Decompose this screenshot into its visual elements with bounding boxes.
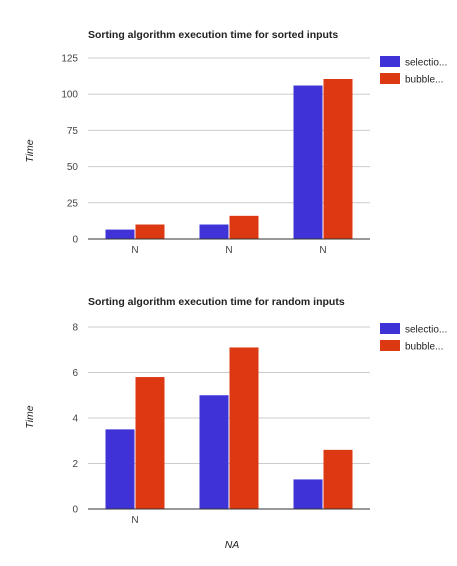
legend: selectio... bubble... xyxy=(380,323,447,353)
bar-selection xyxy=(293,479,323,509)
x-tick-label: N xyxy=(319,245,326,256)
chart-random-inputs: Sorting algorithm execution time for ran… xyxy=(0,283,457,566)
y-tick-label: 2 xyxy=(72,459,78,470)
bar-bubble xyxy=(135,377,165,509)
y-tick-label: 100 xyxy=(61,90,78,101)
y-tick-label: 8 xyxy=(72,323,78,334)
y-tick-label: 25 xyxy=(67,198,79,209)
bar-bubble xyxy=(323,449,353,509)
legend-label: bubble... xyxy=(405,342,443,353)
bar-selection xyxy=(105,229,135,239)
bar-bubble xyxy=(323,78,353,239)
y-tick-label: 4 xyxy=(72,414,78,425)
chart-random-svg: Sorting algorithm execution time for ran… xyxy=(24,296,447,551)
chart-sorted-svg: Sorting algorithm execution time for sor… xyxy=(24,29,447,256)
x-tick-label: N xyxy=(225,245,232,256)
x-tick-label: N xyxy=(131,245,138,256)
legend-swatch xyxy=(380,73,400,84)
y-tick-label: 50 xyxy=(67,162,79,173)
x-tick-label: N xyxy=(131,515,138,526)
legend-label: selectio... xyxy=(405,325,447,336)
y-tick-label: 0 xyxy=(72,235,78,246)
y-tick-label: 0 xyxy=(72,505,78,516)
bar-selection xyxy=(199,395,229,509)
legend-swatch xyxy=(380,56,400,67)
legend-swatch xyxy=(380,323,400,334)
x-axis-label: NA xyxy=(225,539,240,551)
legend-label: bubble... xyxy=(405,75,443,86)
plot-area: 0 25 50 75 100 125 N N N xyxy=(61,54,370,256)
chart-sorted-inputs: Sorting algorithm execution time for sor… xyxy=(24,29,447,256)
chart-title: Sorting algorithm execution time for sor… xyxy=(88,29,338,41)
y-tick-label: 6 xyxy=(72,368,78,379)
plot-area: 0 2 4 6 8 N xyxy=(72,323,370,526)
legend: selectio... bubble... xyxy=(380,56,447,86)
y-axis-label: Time xyxy=(24,139,36,162)
y-tick-label: 75 xyxy=(67,126,79,137)
bar-selection xyxy=(293,85,323,240)
bar-bubble xyxy=(229,347,259,509)
chart-title: Sorting algorithm execution time for ran… xyxy=(88,296,345,308)
y-axis-label: Time xyxy=(24,405,36,428)
y-tick-label: 125 xyxy=(61,54,78,65)
bar-bubble xyxy=(229,215,259,239)
bar-bubble xyxy=(135,224,165,239)
bar-selection xyxy=(199,224,229,239)
legend-swatch xyxy=(380,340,400,351)
legend-label: selectio... xyxy=(405,58,447,69)
bar-selection xyxy=(105,429,135,509)
